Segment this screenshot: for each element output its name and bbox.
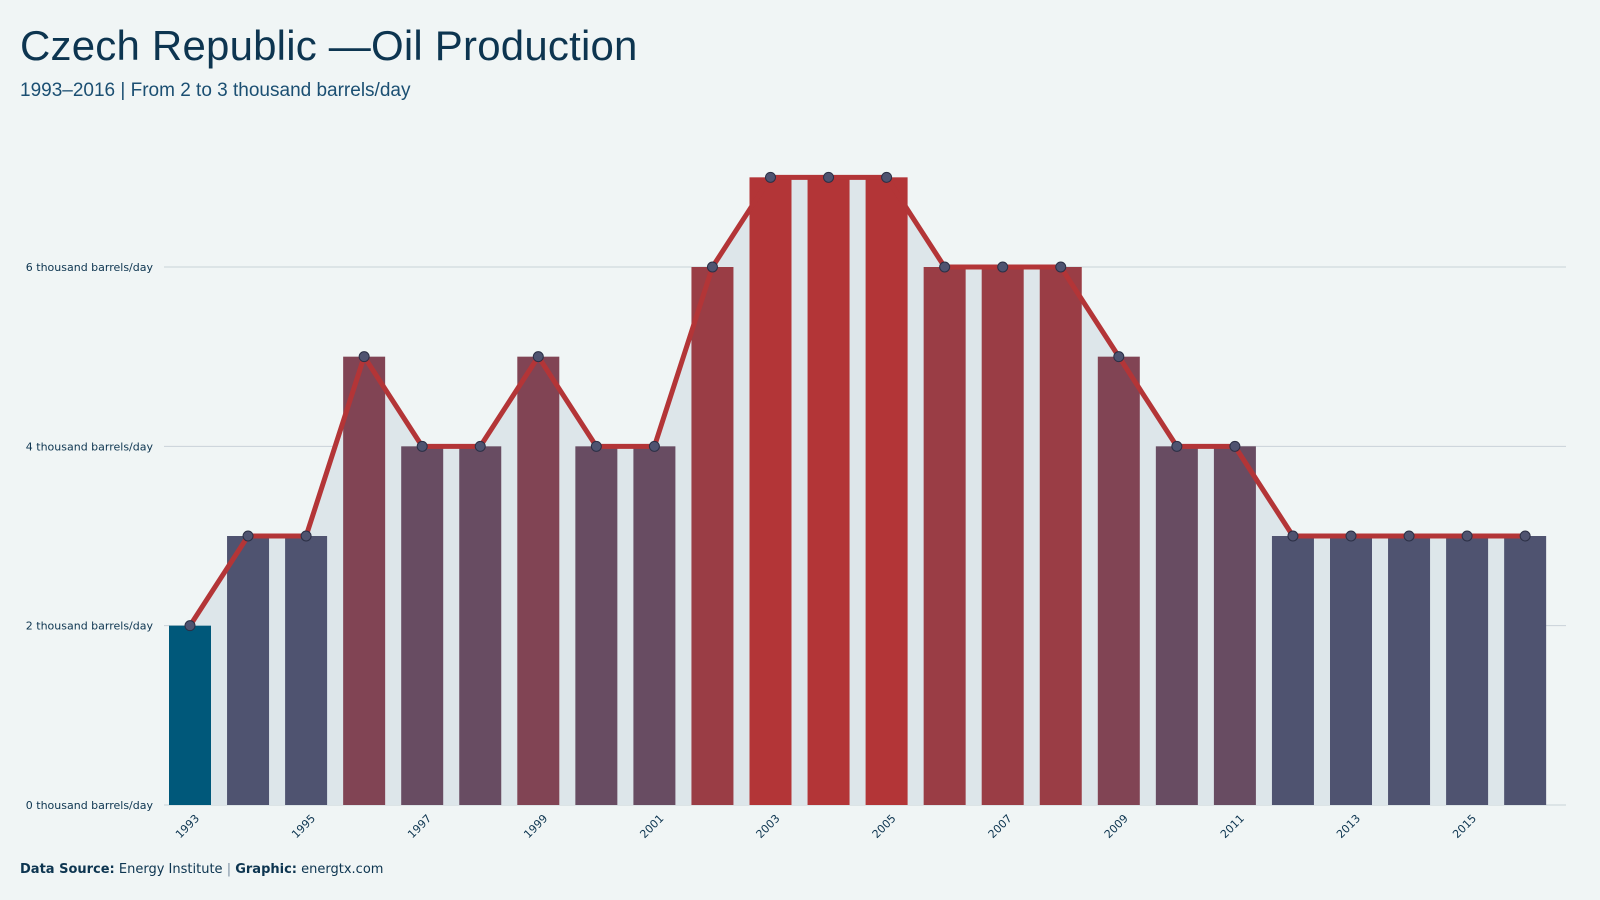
point-2006 (939, 261, 951, 273)
area-fill (190, 177, 1526, 806)
bar-2002 (691, 267, 734, 805)
bar-2013 (1330, 536, 1372, 805)
y-tick-label: 0 thousand barrels/day (26, 799, 154, 812)
bar-1994 (227, 536, 270, 805)
point-1993 (184, 620, 196, 632)
bar-2007 (981, 267, 1024, 805)
point-2003 (765, 171, 776, 183)
bar-2008 (1039, 267, 1082, 805)
point-2009 (1113, 351, 1125, 363)
footer-separator: | (226, 862, 232, 877)
x-tick-label: 1995 (289, 812, 318, 841)
point-2005 (881, 171, 893, 183)
bar-2014 (1388, 536, 1431, 805)
bar-2015 (1446, 536, 1489, 805)
point-2011 (1229, 440, 1241, 452)
x-tick-label: 1993 (173, 812, 202, 841)
x-tick-label: 1997 (405, 812, 434, 841)
point-1999 (532, 351, 544, 363)
bar-2009 (1097, 356, 1140, 805)
bar-2005 (865, 177, 908, 806)
point-2015 (1461, 530, 1473, 542)
y-tick-label: 6 thousand barrels/day (26, 261, 154, 274)
y-tick-label: 2 thousand barrels/day (26, 620, 154, 633)
line-layer (187, 174, 1526, 628)
marker-layer (184, 171, 1531, 632)
x-tick-label: 2009 (1102, 812, 1131, 841)
x-tick-label: 2005 (870, 812, 899, 841)
bar-1998 (459, 446, 502, 805)
source-label: Data Source: (20, 862, 115, 877)
bar-2016 (1504, 536, 1547, 805)
chart-title: Czech Republic —Oil Production (20, 22, 638, 69)
bar-layer (169, 177, 1547, 806)
point-2013 (1345, 530, 1357, 542)
point-1994 (242, 530, 254, 542)
series-line (187, 174, 1526, 628)
point-2000 (590, 440, 602, 452)
point-2001 (648, 440, 660, 452)
bar-2000 (575, 446, 618, 805)
point-2016 (1519, 530, 1531, 542)
bar-1995 (285, 536, 328, 805)
graphic-label: Graphic: (235, 862, 297, 877)
point-2007 (997, 261, 1009, 273)
bar-2006 (923, 267, 966, 805)
bar-2004 (807, 177, 850, 806)
bar-1996 (343, 356, 386, 805)
x-tick-label: 2003 (754, 812, 783, 841)
data-source-footer: Data Source: Energy Institute | Graphic:… (20, 862, 383, 877)
y-tick-label: 4 thousand barrels/day (26, 440, 154, 453)
chart-subtitle: 1993–2016 | From 2 to 3 thousand barrels… (20, 80, 411, 101)
x-tick-label: 2001 (637, 812, 666, 841)
point-2010 (1171, 440, 1183, 452)
point-2014 (1403, 530, 1415, 542)
point-1995 (300, 530, 312, 542)
x-tick-label: 1999 (521, 812, 550, 841)
x-tick-label: 2015 (1450, 812, 1479, 841)
bar-2001 (633, 446, 676, 805)
point-1998 (474, 440, 486, 452)
bar-2012 (1271, 536, 1314, 805)
point-1997 (416, 440, 428, 452)
point-1996 (358, 351, 370, 363)
point-2012 (1287, 530, 1299, 542)
point-2008 (1055, 261, 1067, 273)
bar-1993 (169, 625, 211, 805)
graphic-value: energtx.com (301, 862, 384, 877)
bar-2011 (1213, 446, 1256, 805)
area-layer (190, 177, 1526, 806)
x-tick-label: 2013 (1334, 812, 1363, 841)
bar-2003 (749, 177, 792, 806)
bar-2010 (1155, 446, 1198, 805)
source-value: Energy Institute (118, 862, 223, 877)
bar-1999 (517, 356, 560, 805)
point-2004 (823, 171, 835, 183)
x-tick-label: 2007 (986, 812, 1015, 841)
bar-1997 (401, 446, 444, 805)
point-2002 (706, 261, 718, 273)
x-tick-label: 2011 (1218, 812, 1247, 841)
